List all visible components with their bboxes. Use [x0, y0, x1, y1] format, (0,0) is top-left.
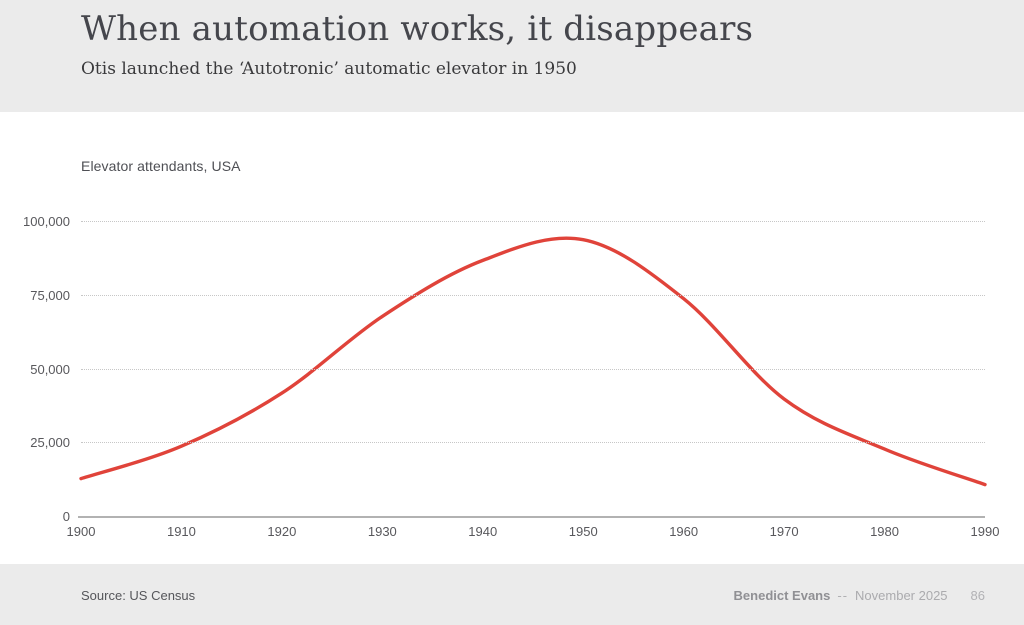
gridline: [81, 294, 985, 296]
page-subtitle: Otis launched the ‘Autotronic’ automatic…: [81, 58, 577, 79]
footer-credits: Benedict Evans -- November 2025 86: [734, 588, 985, 603]
y-axis-tick-label: 75,000: [30, 287, 70, 303]
chart-canvas: [79, 236, 987, 487]
dash-separator: --: [837, 588, 849, 603]
x-axis-line: [78, 516, 985, 518]
x-axis-tick-label: 1960: [669, 524, 699, 539]
footer-band: Source: US Census Benedict Evans -- Nove…: [0, 564, 1024, 625]
page-number: 86: [970, 588, 985, 603]
y-axis-tick-label: 0: [62, 509, 70, 524]
x-axis-tick-label: 1980: [870, 524, 899, 539]
y-axis-tick-label: 25,000: [30, 435, 70, 451]
y-axis-tick-label: 100,000: [23, 214, 70, 229]
x-axis-tick-label: 1900: [66, 524, 96, 539]
author-name: Benedict Evans: [733, 588, 831, 603]
gridline: [81, 442, 985, 444]
x-axis-tick-label: 1910: [166, 524, 196, 539]
chart-area: Elevator attendants, USA 0 25,000 50,000 75…: [0, 112, 1024, 564]
date-label: November 2025: [855, 588, 948, 603]
x-axis-tick-label: 1930: [367, 524, 397, 539]
gridline: [81, 221, 985, 222]
header-band: When automation works, it disappears Oti…: [0, 0, 1024, 112]
page-title: When automation works, it disappears: [81, 9, 754, 49]
line-series: [79, 236, 987, 487]
y-axis-tick-label: 50,000: [30, 361, 70, 377]
x-axis-tick-label: 1990: [970, 524, 1000, 539]
x-axis-tick-label: 1920: [267, 524, 297, 539]
x-axis-tick-label: 1950: [568, 524, 598, 539]
gridline: [81, 368, 985, 370]
x-axis-tick-label: 1970: [769, 524, 799, 539]
chart-title: Elevator attendants, USA: [81, 158, 241, 174]
source-note: Source: US Census: [81, 588, 196, 603]
x-axis-tick-label: 1940: [468, 524, 498, 539]
